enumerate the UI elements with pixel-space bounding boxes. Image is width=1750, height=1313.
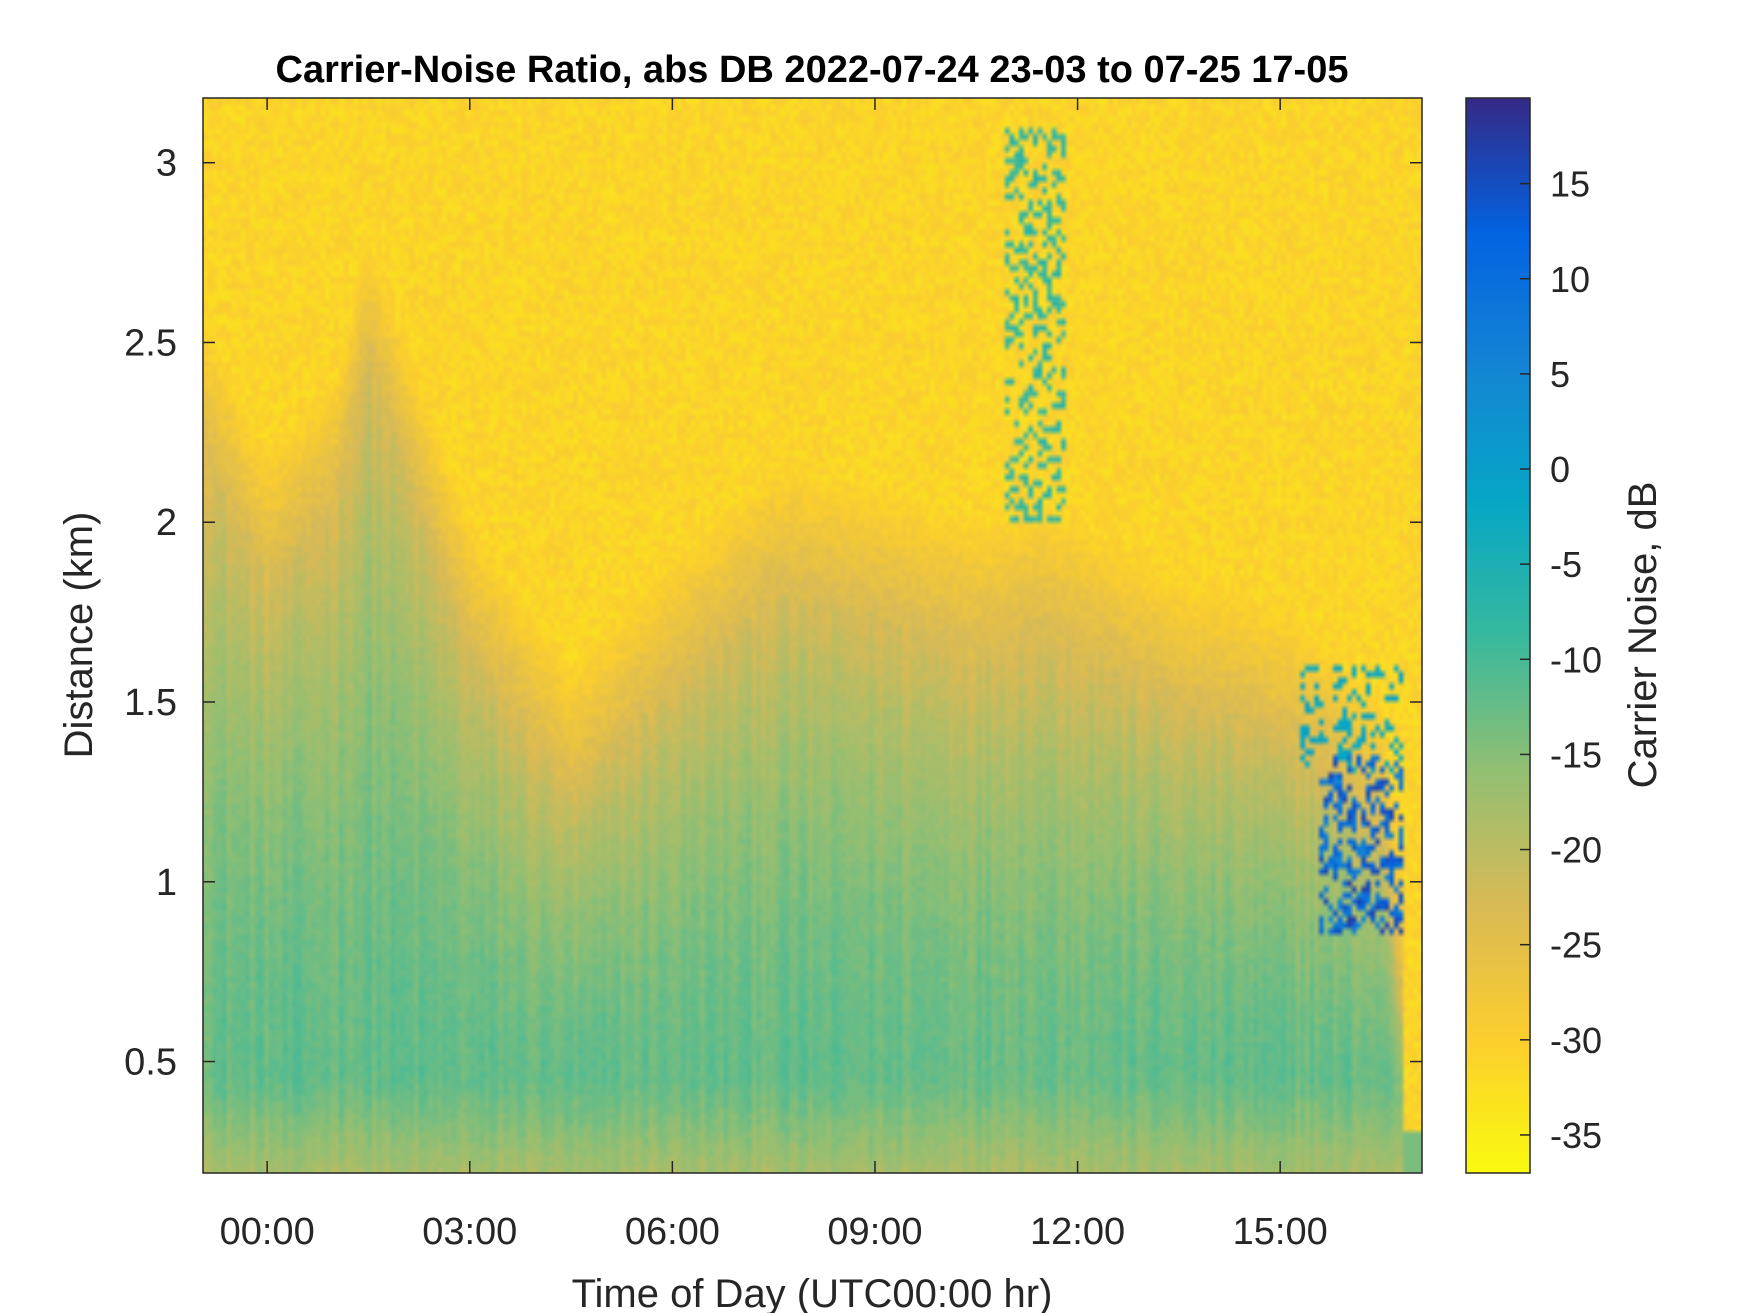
y-tick-label: 0.5 xyxy=(124,1042,177,1084)
y-tick-label: 3 xyxy=(156,143,177,185)
colorbar-tick-label: -15 xyxy=(1550,734,1602,775)
y-tick-label: 1.5 xyxy=(124,682,177,724)
colorbar-tick-label: -30 xyxy=(1550,1020,1602,1061)
y-axis-label: Distance (km) xyxy=(57,512,101,759)
y-axis: 0.5 1 1.5 2 2.5 3 xyxy=(124,143,1422,1084)
heatmap-image xyxy=(203,98,1422,1173)
colorbar-tick-label: 0 xyxy=(1550,449,1570,490)
x-axis: 00:00 03:00 06:00 09:00 12:00 15:00 xyxy=(220,98,1328,1253)
colorbar-tick-label: 10 xyxy=(1550,259,1590,300)
plot-area: 00:00 03:00 06:00 09:00 12:00 15:00 0.5 1 1.5 2 2… xyxy=(124,97,1423,1253)
x-tick-label: 03:00 xyxy=(422,1211,517,1253)
colorbar-tick-label: -10 xyxy=(1550,639,1602,680)
colorbar-tick-label: -20 xyxy=(1550,830,1602,871)
x-tick-label: 09:00 xyxy=(827,1211,922,1253)
x-tick-label: 06:00 xyxy=(625,1211,720,1253)
colorbar-tick-label: 5 xyxy=(1550,354,1570,395)
x-axis-label: Time of Day (UTC00:00 hr) xyxy=(572,1272,1053,1313)
colorbar-tick-label: 15 xyxy=(1550,164,1590,205)
x-tick-label: 12:00 xyxy=(1030,1211,1125,1253)
colorbar-tick-label: -25 xyxy=(1550,925,1602,966)
colorbar-frame xyxy=(1465,97,1531,1174)
colorbar-tick-label: -5 xyxy=(1550,544,1582,585)
y-tick-label: 1 xyxy=(156,862,177,904)
x-tick-label: 15:00 xyxy=(1233,1211,1328,1253)
colorbar-tick-label: -35 xyxy=(1550,1115,1602,1156)
colorbar-axis: 15 10 5 0 -5 -10 -15 -20 -25 -30 -35 xyxy=(1520,164,1602,1156)
colorbar-label: Carrier Noise, dB xyxy=(1621,482,1665,789)
x-tick-label: 00:00 xyxy=(220,1211,315,1253)
plot-frame xyxy=(202,97,1423,1174)
y-tick-label: 2.5 xyxy=(124,322,177,364)
chart-title: Carrier-Noise Ratio, abs DB 2022-07-24 2… xyxy=(276,49,1349,91)
colorbar: 15 10 5 0 -5 -10 -15 -20 -25 -30 -35 xyxy=(1465,97,1602,1174)
colorbar-gradient xyxy=(1466,98,1530,1173)
y-tick-label: 2 xyxy=(156,502,177,544)
